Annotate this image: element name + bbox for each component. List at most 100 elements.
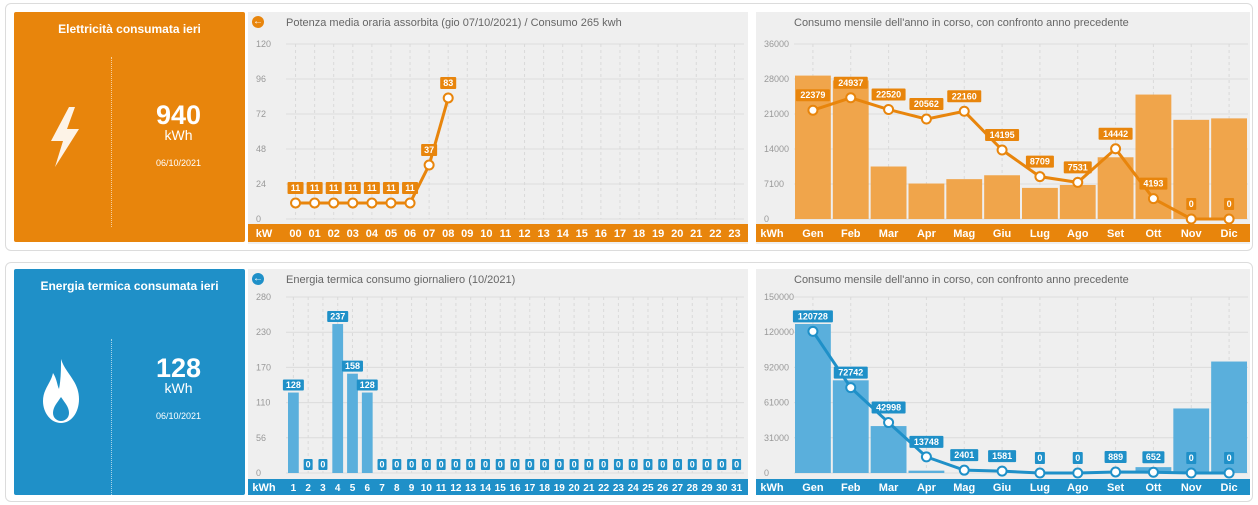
bar — [795, 323, 831, 473]
data-label: 22379 — [800, 90, 825, 100]
arrow-left-icon[interactable]: ← — [252, 273, 264, 285]
data-label-box — [325, 181, 342, 194]
x-tick-label: 16 — [595, 228, 607, 240]
y-tick-label: 24 — [256, 179, 266, 189]
x-axis-bar — [756, 224, 1250, 242]
data-label: 0 — [542, 460, 547, 470]
bar — [347, 373, 358, 473]
data-label-box — [613, 459, 623, 470]
x-tick-label: 18 — [633, 228, 645, 240]
data-point — [845, 92, 857, 104]
y-tick-label: 0 — [256, 214, 261, 224]
data-label-box — [1034, 452, 1045, 464]
data-point — [1185, 467, 1197, 479]
data-label-box — [1224, 452, 1235, 464]
bar — [361, 392, 373, 473]
x-tick-label: 19 — [554, 483, 566, 494]
electric-summary-card[interactable]: Elettricità consumata ieri 940 kWh 06/10… — [14, 12, 245, 242]
x-tick-label: 3 — [320, 483, 326, 494]
data-label: 14195 — [990, 130, 1015, 140]
data-point — [807, 104, 819, 116]
data-label: 0 — [1227, 453, 1232, 463]
x-tick-label: Feb — [841, 482, 861, 494]
thermal-summary-date: 06/10/2021 — [155, 411, 202, 421]
data-label-box — [287, 181, 304, 194]
data-label: 128 — [286, 380, 301, 390]
data-label-box — [382, 181, 399, 194]
y-tick-label: 150000 — [764, 292, 794, 302]
data-label-box — [356, 379, 378, 391]
data-point — [996, 465, 1008, 477]
x-tick-label: 08 — [442, 228, 454, 240]
electric-monthly-panel: Consumo mensile dell'anno in corso, con … — [756, 12, 1250, 244]
data-label-box — [407, 459, 417, 470]
data-label-box — [451, 459, 461, 470]
data-label: 0 — [320, 460, 325, 470]
data-point — [404, 197, 416, 209]
x-tick-label: 21 — [690, 228, 702, 240]
data-label: 2401 — [954, 450, 974, 460]
data-label: 11 — [386, 183, 396, 193]
x-tick-label: 12 — [450, 483, 462, 494]
data-point — [1110, 466, 1122, 478]
data-label-box — [554, 459, 564, 470]
x-tick-label: Nov — [1181, 482, 1203, 494]
x-tick-label: 22 — [709, 228, 721, 240]
y-tick-label: 92000 — [764, 362, 789, 372]
data-point — [385, 197, 397, 209]
x-tick-label: 31 — [731, 483, 743, 494]
summary-divider — [111, 57, 112, 227]
data-label: 0 — [616, 460, 621, 470]
electric-monthly-chart: 0 7100 14000 21000 28000 36000 kWh Gen Feb Mar Apr… — [756, 39, 1250, 242]
data-label-box — [282, 379, 304, 391]
x-tick-label: 05 — [385, 228, 397, 240]
data-label-box — [440, 76, 457, 89]
data-label: 0 — [439, 460, 444, 470]
x-tick-label: 26 — [657, 483, 669, 494]
x-tick-label: 11 — [500, 228, 512, 240]
data-label-box — [792, 310, 833, 323]
bar — [288, 392, 299, 473]
data-label: 0 — [572, 460, 577, 470]
data-label-box — [658, 459, 668, 470]
data-label: 0 — [512, 460, 517, 470]
y-tick-label: 280 — [256, 292, 271, 302]
data-point — [1072, 176, 1084, 188]
data-label-box — [392, 459, 402, 470]
data-label-box — [1072, 452, 1083, 464]
y-tick-label: 7100 — [764, 179, 784, 189]
x-tick-label: 23 — [613, 483, 625, 494]
thermal-summary-card[interactable]: Energia termica consumata ieri 128 kWh 0… — [14, 269, 245, 495]
x-tick-label: 1 — [291, 483, 297, 494]
data-point — [807, 325, 819, 337]
x-tick-label: Giu — [993, 228, 1011, 240]
data-label: 0 — [468, 460, 473, 470]
data-label-box — [495, 459, 505, 470]
thermal-summary-title: Energia termica consumata ieri — [40, 279, 219, 293]
x-tick-label: 18 — [539, 483, 551, 494]
data-label: 0 — [601, 460, 606, 470]
x-tick-label: 24 — [628, 483, 640, 494]
data-point — [347, 197, 359, 209]
y-tick-label: 170 — [256, 362, 271, 372]
thermal-daily-title: Energia termica consumo giornaliero (10/… — [286, 274, 516, 286]
thermal-monthly-panel: Consumo mensile dell'anno in corso, con … — [756, 269, 1250, 495]
data-label: 1581 — [992, 451, 1012, 461]
arrow-left-icon[interactable]: ← — [252, 16, 264, 28]
data-label-box — [1104, 450, 1127, 463]
x-tick-label: 10 — [480, 228, 492, 240]
data-label-box — [569, 459, 579, 470]
x-tick-label: 03 — [347, 228, 359, 240]
x-tick-label: Feb — [841, 228, 861, 240]
x-tick-label: 17 — [614, 228, 626, 240]
lightning-bolt-icon — [51, 107, 79, 167]
data-label-box — [466, 459, 476, 470]
x-tick-label: 7 — [379, 483, 385, 494]
data-label: 11 — [405, 183, 415, 193]
x-tick-label: Ott — [1145, 228, 1161, 240]
bar — [946, 179, 983, 219]
x-tick-label: 11 — [436, 483, 447, 494]
x-tick-label: 4 — [335, 483, 341, 494]
data-label-box — [306, 181, 323, 194]
y-tick-label: 14000 — [764, 144, 789, 154]
